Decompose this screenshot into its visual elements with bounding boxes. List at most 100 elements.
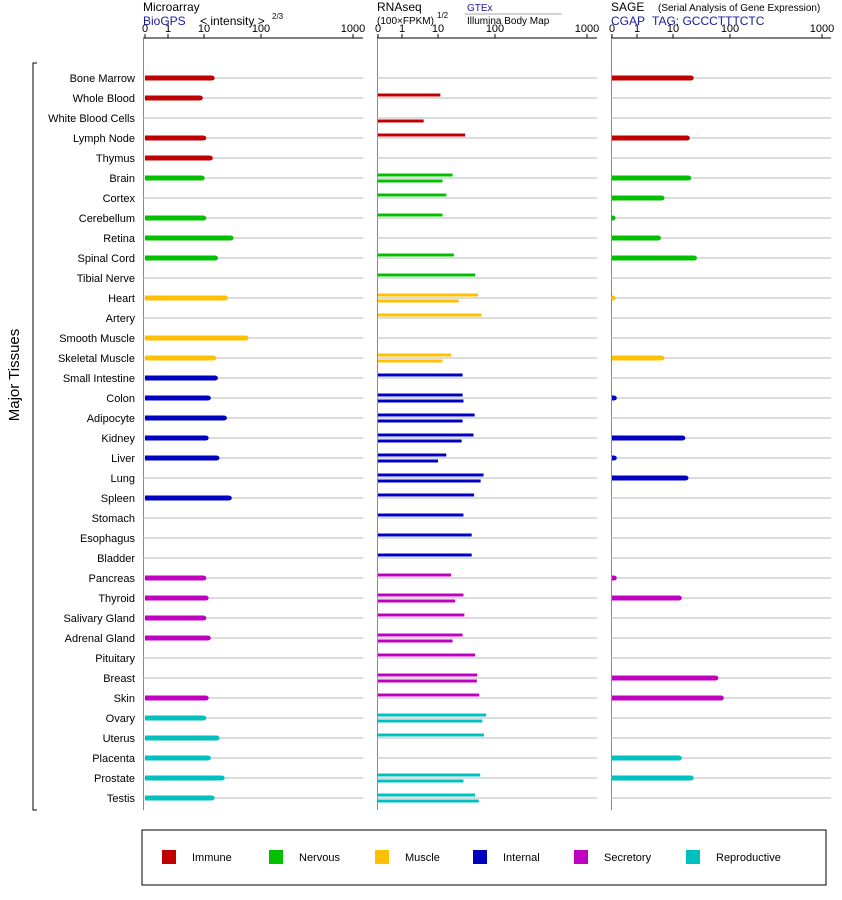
bar-cap: [213, 375, 218, 381]
tissue-label: Skeletal Muscle: [58, 353, 135, 365]
microarray-header: Microarray BioGPS < intensity > 2/3: [143, 0, 284, 28]
bar-cap: [204, 435, 209, 441]
rnaseq-header: RNAseq (100×FPKM) 1/2 GTEx Illumina Body…: [377, 0, 562, 27]
bar-cap: [689, 775, 694, 781]
microarray-tick-label: 1: [165, 23, 171, 35]
bar-cap: [201, 615, 207, 621]
tissue-label: Whole Blood: [73, 93, 135, 105]
bar-cap: [659, 355, 665, 361]
tissue-label: Heart: [108, 293, 135, 305]
tissue-label: Lymph Node: [73, 133, 135, 145]
tissue-bracket: [32, 62, 37, 811]
rnaseq-title: RNAseq: [377, 0, 422, 14]
bar-cap: [713, 675, 719, 681]
bar-cap: [198, 95, 203, 101]
tissue-label: Spinal Cord: [78, 253, 135, 265]
rnaseq-tick-label: 1000: [575, 23, 599, 35]
tissue-label: Prostate: [94, 773, 135, 785]
legend-label-internal: Internal: [503, 852, 540, 864]
tissue-label: Thyroid: [98, 593, 135, 605]
tissue-label: Kidney: [101, 433, 135, 445]
bar-cap: [222, 415, 227, 421]
bar-cap: [686, 175, 692, 181]
bar-cap: [227, 495, 232, 501]
bar-cap: [612, 575, 617, 581]
bar-cap: [208, 155, 213, 161]
fpkm-exponent: 1/2: [437, 11, 449, 20]
bar-cap: [677, 595, 682, 601]
tissue-label: Pancreas: [89, 573, 136, 585]
bar-cap: [201, 575, 207, 581]
plot-area: 0 1 10 100 1000 0 1 10 100 1000 0 1 10 100 1000 Bone Ma…: [48, 23, 834, 810]
tissue-label: Smooth Muscle: [59, 333, 135, 345]
sage-tick-label: 1: [634, 23, 640, 35]
intensity-exponent: 2/3: [272, 12, 284, 21]
sage-tick-label: 10: [667, 23, 679, 35]
fpkm-label: (100×FPKM): [377, 16, 434, 27]
tissue-label: Skin: [114, 693, 135, 705]
rnaseq-tick-label: 100: [486, 23, 504, 35]
bar-cap: [610, 215, 616, 221]
legend-label-muscle: Muscle: [405, 852, 440, 864]
bar-cap: [204, 595, 209, 601]
bar-cap: [677, 755, 682, 761]
intensity-label: < intensity >: [200, 14, 265, 28]
bar-cap: [201, 135, 207, 141]
tissue-label: Thymus: [96, 153, 136, 165]
tissue-label: Breast: [103, 673, 135, 685]
tissue-label: Lung: [111, 473, 135, 485]
tissue-label: White Blood Cells: [48, 113, 135, 125]
bar-cap: [243, 335, 249, 341]
tissue-label: Spleen: [101, 493, 135, 505]
sage-tick-label: 1000: [810, 23, 834, 35]
bar-cap: [612, 395, 617, 401]
sage-tick-label: 100: [721, 23, 739, 35]
biogps-link[interactable]: BioGPS: [143, 14, 186, 28]
sage-tag: TAG: GCCCTTTCTC: [652, 14, 765, 28]
bar-cap: [214, 735, 220, 741]
microarray-tick-label: 10: [198, 23, 210, 35]
bar-cap: [719, 695, 724, 701]
tissue-label: Liver: [111, 453, 135, 465]
microarray-tick-label: 100: [252, 23, 270, 35]
bar-cap: [200, 175, 205, 181]
legend-swatch-nervous: [269, 850, 283, 864]
bar-cap: [220, 775, 225, 781]
rnaseq-tick-label: 1: [399, 23, 405, 35]
cgap-link[interactable]: CGAP: [611, 14, 645, 28]
tissue-label: Tibial Nerve: [77, 273, 135, 285]
bar-cap: [228, 235, 234, 241]
bar-cap: [683, 475, 689, 481]
bar-cap: [201, 215, 207, 221]
legend-label-secretory: Secretory: [604, 852, 652, 864]
tissue-label: Bladder: [97, 553, 135, 565]
sage-note: (Serial Analysis of Gene Expression): [658, 3, 820, 14]
tissue-label: Adrenal Gland: [65, 633, 135, 645]
legend-swatch-reproductive: [686, 850, 700, 864]
legend-swatch-muscle: [375, 850, 389, 864]
bar-cap: [204, 695, 209, 701]
legend-swatch-secretory: [574, 850, 588, 864]
tissue-label: Uterus: [103, 733, 136, 745]
sage-title: SAGE: [611, 0, 644, 14]
microarray-tick-label: 0: [142, 23, 148, 35]
gtex-link[interactable]: GTEx: [467, 3, 493, 14]
bar-cap: [612, 455, 617, 461]
legend-label-reproductive: Reproductive: [716, 852, 781, 864]
tissue-label: Colon: [106, 393, 135, 405]
bar-cap: [692, 255, 697, 261]
bar-cap: [206, 755, 211, 761]
bar-cap: [223, 295, 228, 301]
bar-cap: [206, 395, 211, 401]
legend-label-nervous: Nervous: [299, 852, 340, 864]
tissue-label: Stomach: [92, 513, 135, 525]
bar-cap: [689, 75, 694, 81]
tissue-label: Pituitary: [95, 653, 135, 665]
tissue-label: Adipocyte: [87, 413, 135, 425]
bar-cap: [685, 135, 690, 141]
y-axis-label: Major Tissues: [6, 329, 23, 422]
tissue-label: Small Intestine: [63, 373, 135, 385]
tissue-label: Brain: [109, 173, 135, 185]
bar-cap: [210, 75, 215, 81]
